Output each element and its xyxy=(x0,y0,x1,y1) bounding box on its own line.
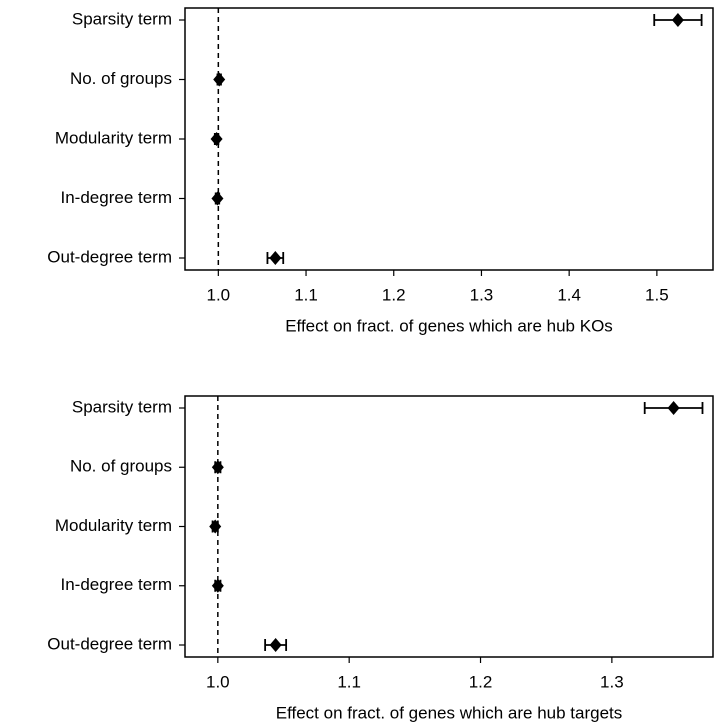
x-tick-label: 1.1 xyxy=(294,285,318,304)
point xyxy=(667,401,680,415)
point xyxy=(209,519,222,534)
x-tick-label: 1.0 xyxy=(207,285,231,304)
y-tick-label: Sparsity term xyxy=(72,397,172,416)
y-tick-label: In-degree term xyxy=(61,575,173,594)
point xyxy=(211,578,224,593)
y-tick-label: Out-degree term xyxy=(47,247,172,266)
x-tick-label: 1.3 xyxy=(470,285,494,304)
x-axis-label: Effect on fract. of genes which are hub … xyxy=(276,703,623,722)
x-tick-label: 1.4 xyxy=(557,285,581,304)
x-tick-label: 1.2 xyxy=(469,672,493,691)
x-tick-label: 1.1 xyxy=(337,672,361,691)
y-tick-label: Out-degree term xyxy=(47,634,172,653)
plot-frame xyxy=(184,395,714,658)
x-tick-label: 1.3 xyxy=(600,672,624,691)
point xyxy=(269,638,282,652)
y-tick-label: No. of groups xyxy=(70,69,172,88)
point xyxy=(213,72,226,87)
y-tick-label: Modularity term xyxy=(55,128,172,147)
y-tick-label: No. of groups xyxy=(70,457,172,476)
plot-frame xyxy=(184,7,714,271)
y-tick-label: Modularity term xyxy=(55,516,172,535)
point xyxy=(269,251,282,265)
x-tick-label: 1.5 xyxy=(645,285,669,304)
x-axis-label: Effect on fract. of genes which are hub … xyxy=(285,316,613,335)
y-tick-label: In-degree term xyxy=(61,188,173,207)
y-tick-label: Sparsity term xyxy=(72,9,172,28)
point xyxy=(211,460,224,475)
point xyxy=(211,191,224,206)
x-tick-label: 1.0 xyxy=(206,672,230,691)
point xyxy=(210,132,223,146)
point xyxy=(671,13,684,27)
x-tick-label: 1.2 xyxy=(382,285,406,304)
